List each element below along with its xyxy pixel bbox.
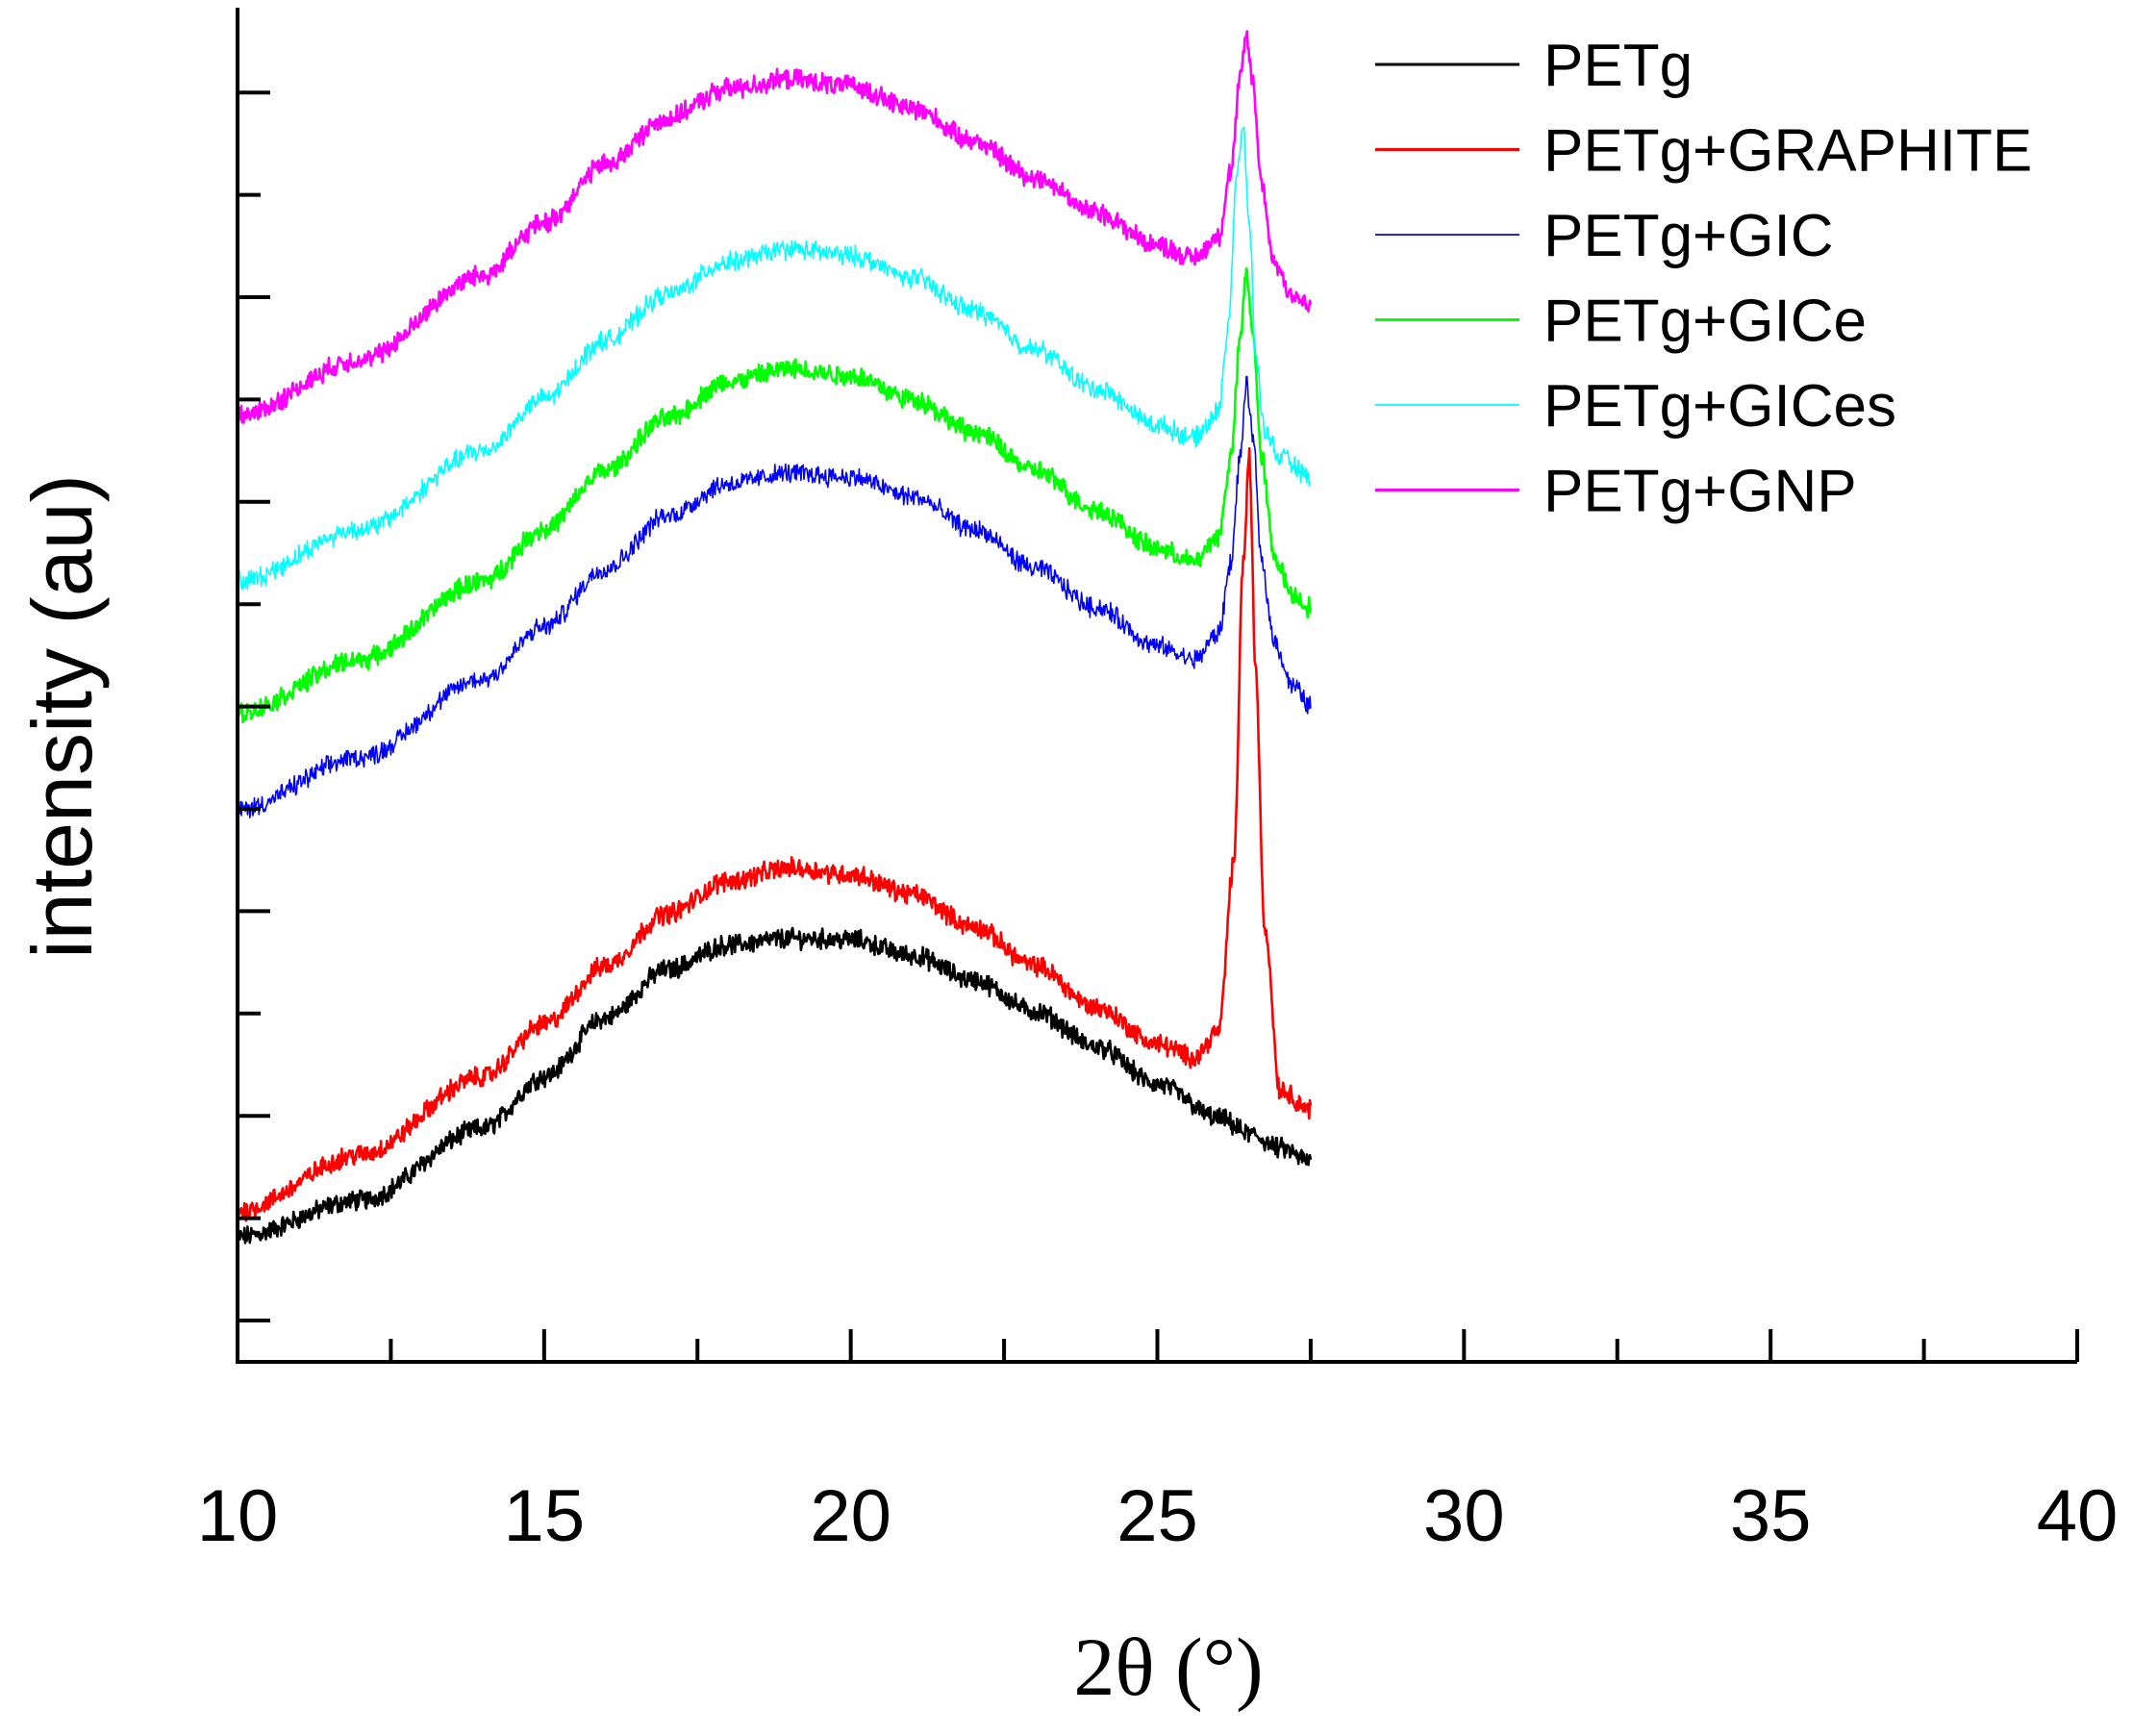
- legend-item-petg: PETg: [1375, 33, 1693, 99]
- legend-label-petg: PETg: [1543, 33, 1693, 99]
- legend-label-petg-gnp: PETg+GNP: [1543, 459, 1857, 525]
- x-tick-label-40: 40: [2037, 1475, 2119, 1557]
- x-axis-title: 2θ (°): [1073, 1621, 1263, 1713]
- legend-label-petg-gice: PETg+GICe: [1543, 289, 1867, 355]
- x-tick-label-20: 20: [810, 1475, 891, 1557]
- legend-item-petg-gice: PETg+GICe: [1375, 289, 1867, 355]
- y-axis-title: intensity (au): [14, 474, 110, 959]
- legend-item-petg-gic: PETg+GIC: [1375, 203, 1834, 269]
- x-tick-label-30: 30: [1423, 1475, 1505, 1557]
- legend-item-petg-gices: PETg+GICes: [1375, 373, 1896, 440]
- legend-item-petg-graphite: PETg+GRAPHITE: [1375, 118, 2032, 185]
- series-line-petg-graphite: [236, 446, 1313, 1222]
- series-line-petg-gic: [237, 375, 1312, 818]
- series-line-petg-gice: [236, 267, 1313, 724]
- x-tick-label-10: 10: [197, 1475, 279, 1557]
- legend-label-petg-graphite: PETg+GRAPHITE: [1543, 118, 2032, 185]
- x-ticks: [236, 1329, 2079, 1362]
- x-tick-label-25: 25: [1117, 1475, 1198, 1557]
- series-line-petg-gnp: [236, 30, 1313, 424]
- series-layer: [236, 30, 1313, 1245]
- plot-area: 10 15 20 25 30 35 40: [197, 8, 2119, 1557]
- x-tick-labels: 10 15 20 25 30 35 40: [197, 1475, 2119, 1557]
- series-line-petg: [236, 926, 1313, 1245]
- legend-item-petg-gnp: PETg+GNP: [1375, 459, 1857, 525]
- legend-label-petg-gices: PETg+GICes: [1543, 373, 1896, 440]
- series-line-petg-gices: [237, 126, 1312, 591]
- legend-label-petg-gic: PETg+GIC: [1543, 203, 1834, 269]
- legend: PETg PETg+GRAPHITE PETg+GIC PETg+GICe PETg+G…: [1375, 33, 2032, 525]
- x-tick-label-35: 35: [1730, 1475, 1812, 1557]
- y-ticks: [238, 90, 270, 1322]
- x-tick-label-15: 15: [504, 1475, 586, 1557]
